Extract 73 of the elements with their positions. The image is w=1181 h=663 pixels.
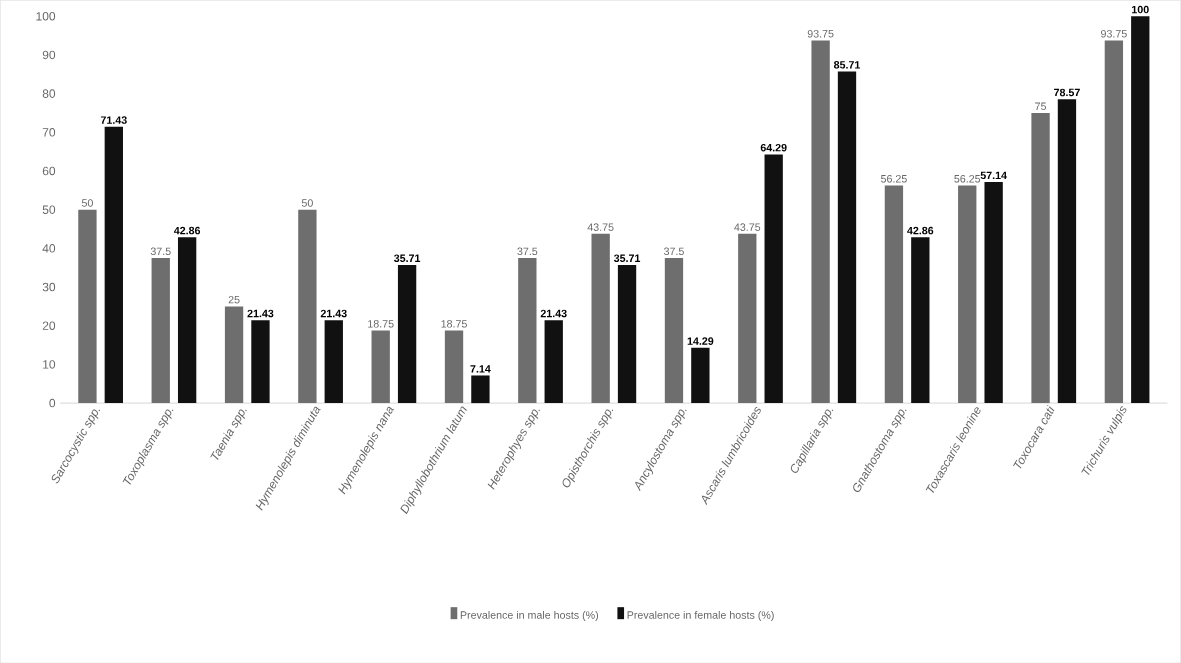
y-tick-label: 90	[42, 50, 56, 59]
y-tick-label: 60	[42, 166, 56, 176]
data-label: 57.14	[980, 171, 1007, 179]
bar	[1131, 16, 1150, 403]
y-tick-label: 0	[49, 398, 56, 408]
bar	[984, 181, 1003, 403]
bar	[78, 209, 97, 403]
bar	[104, 126, 123, 403]
bar	[691, 347, 710, 403]
bar	[518, 257, 537, 403]
data-label: 43.75	[587, 223, 614, 231]
y-tick-label: 70	[42, 127, 56, 137]
data-label: 14.29	[687, 337, 714, 345]
data-label: 50	[301, 198, 313, 207]
bar	[617, 264, 637, 403]
bar	[177, 237, 197, 403]
bar	[324, 319, 343, 403]
bar	[444, 330, 464, 403]
bar	[397, 264, 417, 403]
data-label: 35.71	[393, 254, 421, 262]
bar	[151, 257, 170, 403]
data-label: 7.14	[470, 364, 491, 373]
bar	[471, 375, 490, 403]
y-tick-label: 80	[42, 89, 56, 98]
bar	[811, 40, 830, 403]
data-label: 25	[228, 295, 240, 304]
legend-label: Prevalence in male hosts (%)	[460, 610, 599, 621]
data-label: 100	[1132, 5, 1149, 14]
bar	[764, 154, 783, 403]
y-tick-label: 40	[42, 243, 56, 253]
data-label: 37.5	[150, 247, 171, 255]
bar	[544, 319, 563, 403]
bar	[224, 306, 244, 403]
y-tick-label: 10	[43, 359, 56, 369]
data-label: 78.57	[1054, 88, 1080, 97]
data-label: 21.43	[320, 309, 347, 318]
y-tick-label: 50	[42, 205, 56, 214]
bar	[1057, 98, 1077, 403]
data-label: 37.5	[663, 247, 684, 255]
data-label: 21.43	[540, 309, 567, 318]
data-label: 85.71	[833, 60, 861, 69]
bar	[591, 233, 610, 403]
data-label: 35.71	[613, 254, 641, 262]
y-tick-label: 100	[36, 11, 56, 21]
bar	[1031, 112, 1050, 403]
data-label: 37.5	[517, 247, 538, 255]
data-label: 21.43	[247, 309, 274, 318]
bar	[884, 185, 904, 403]
bar	[911, 237, 930, 403]
data-label: 56.25	[880, 174, 907, 183]
bar	[371, 330, 390, 403]
data-label: 50	[81, 198, 93, 207]
bar	[958, 185, 977, 403]
data-label: 42.86	[173, 226, 201, 235]
legend-label: Prevalence in female hosts (%)	[627, 610, 774, 621]
data-label: 18.75	[441, 319, 467, 328]
bar	[1104, 40, 1124, 403]
y-tick-label: 30	[42, 282, 56, 292]
data-label: 18.75	[368, 319, 394, 328]
data-label: 93.75	[807, 29, 834, 38]
y-tick-label: 20	[42, 321, 56, 330]
data-label: 93.75	[1101, 29, 1127, 38]
data-label: 43.75	[734, 223, 761, 231]
data-label: 71.43	[100, 116, 127, 124]
bar	[298, 209, 317, 403]
data-label: 56.25	[954, 174, 981, 183]
data-label: 64.29	[760, 143, 787, 152]
bar	[664, 257, 684, 403]
bar	[738, 233, 757, 403]
bar	[837, 71, 857, 403]
data-label: 75	[1035, 102, 1047, 110]
bar	[251, 319, 270, 403]
data-label: 42.86	[907, 226, 934, 235]
